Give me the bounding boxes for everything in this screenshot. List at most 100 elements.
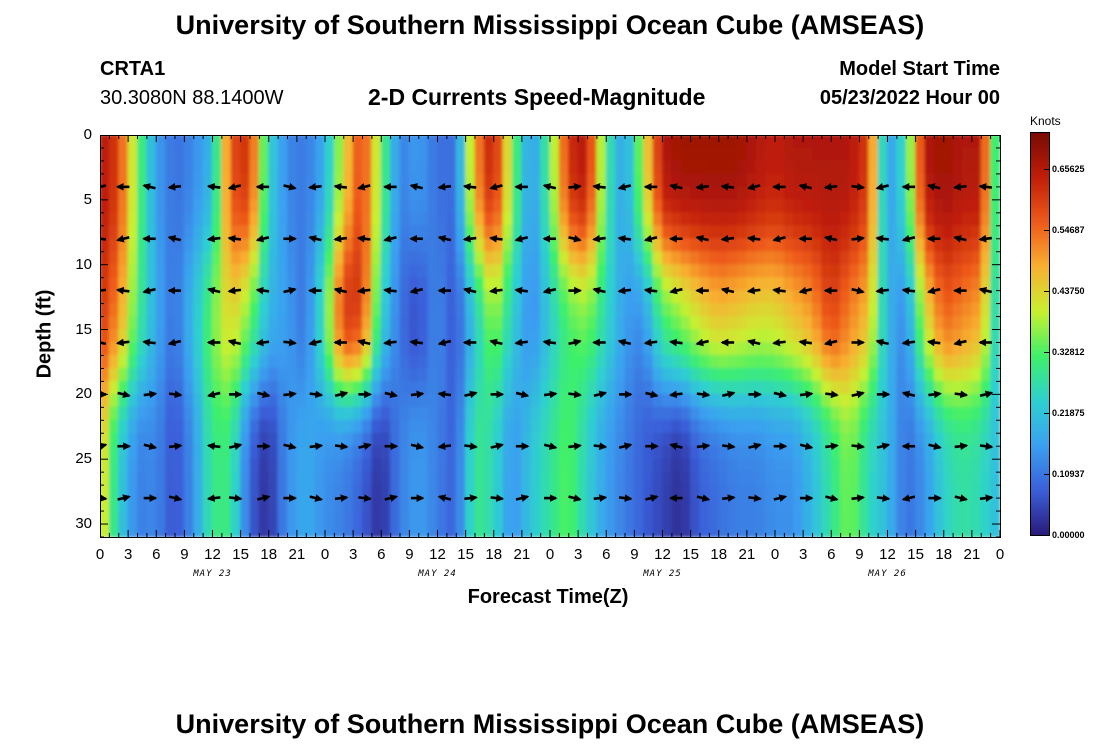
heatmap-cell (708, 251, 720, 266)
heatmap-cell (737, 471, 748, 486)
heatmap-cell (699, 147, 710, 162)
heatmap-cell (737, 173, 748, 188)
heatmap-cell (399, 354, 410, 369)
heatmap-cell (727, 341, 738, 356)
heatmap-cell (577, 199, 588, 214)
heatmap-cell (127, 277, 138, 292)
heatmap-cell (371, 419, 382, 434)
heatmap-cell (802, 367, 813, 382)
heatmap-cell (924, 173, 935, 188)
heatmap-cell (962, 147, 973, 162)
heatmap-cell (390, 380, 401, 395)
heatmap-cell (830, 264, 842, 279)
current-arrow (592, 183, 606, 191)
heatmap-cell (849, 406, 860, 421)
heatmap-cell (202, 419, 213, 434)
heatmap-cell (558, 160, 570, 175)
heatmap-cell (746, 367, 757, 382)
heatmap-cell (249, 354, 260, 369)
heatmap-cell (483, 160, 495, 175)
current-arrow (669, 442, 683, 451)
heatmap-cell (830, 367, 842, 382)
heatmap-cell (333, 419, 345, 434)
heatmap-cell (324, 277, 335, 292)
heatmap-cell (408, 458, 420, 473)
heatmap-cell (249, 510, 260, 525)
heatmap-cell (887, 160, 898, 175)
heatmap-cell (371, 212, 382, 227)
current-arrow (117, 494, 131, 502)
heatmap-cell (577, 380, 588, 395)
heatmap-cell (849, 238, 860, 253)
heatmap-cell (108, 264, 120, 279)
heatmap-cell (362, 329, 373, 343)
heatmap-cell (315, 212, 326, 227)
heatmap-cell (840, 432, 851, 447)
heatmap-cell (446, 186, 457, 201)
heatmap-cell (896, 212, 907, 227)
heatmap-cell (502, 135, 513, 149)
heatmap-cell (774, 329, 785, 343)
heatmap-cell (643, 510, 654, 525)
heatmap-cell (155, 251, 167, 266)
heatmap-cell (980, 135, 992, 149)
heatmap-cell (952, 135, 963, 149)
heatmap-cell (296, 471, 307, 486)
heatmap-cell (812, 290, 823, 305)
heatmap-cell (802, 199, 813, 214)
current-arrow (928, 390, 942, 399)
heatmap-cell (746, 380, 757, 395)
heatmap-cell (662, 380, 673, 395)
heatmap-cell (212, 471, 223, 486)
current-arrow (115, 286, 130, 295)
heatmap-cell (399, 523, 410, 538)
heatmap-cell (868, 484, 879, 499)
heatmap-cell (212, 419, 223, 434)
current-arrow (669, 390, 683, 399)
heatmap-cell (258, 225, 270, 240)
heatmap-cell (708, 419, 720, 434)
heatmap-cell (812, 173, 823, 188)
heatmap-cell (465, 316, 476, 331)
heatmap-cell (633, 238, 645, 253)
heatmap-cell (315, 523, 326, 538)
heatmap-cell (118, 251, 129, 266)
current-arrow (256, 494, 271, 502)
heatmap-cell (868, 135, 879, 149)
heatmap-cell (127, 199, 138, 214)
heatmap-cell (455, 510, 467, 525)
heatmap-cell (540, 393, 551, 408)
heatmap-cell (455, 264, 467, 279)
heatmap-cell (118, 445, 129, 460)
heatmap-cell (437, 264, 448, 279)
heatmap-cell (952, 380, 963, 395)
heatmap-cell (202, 186, 213, 201)
heatmap-cell (587, 303, 598, 318)
heatmap-cell (502, 238, 513, 253)
current-arrow (901, 234, 916, 243)
heatmap-cell (690, 173, 701, 188)
heatmap-cell (737, 354, 748, 369)
heatmap-cell (990, 199, 1001, 214)
heatmap-cell (202, 341, 213, 356)
heatmap-cell (427, 341, 438, 356)
heatmap-cell (146, 225, 157, 240)
heatmap-cell (155, 212, 167, 227)
heatmap-cell (765, 238, 776, 253)
heatmap-cell (165, 251, 176, 266)
heatmap-cell (652, 199, 663, 214)
heatmap-cell (502, 160, 513, 175)
heatmap-cell (455, 419, 467, 434)
heatmap-cell (483, 432, 495, 447)
heatmap-cell (840, 238, 851, 253)
heatmap-cell (165, 341, 176, 356)
heatmap-cell (268, 160, 279, 175)
heatmap-cell (221, 367, 232, 382)
heatmap-cell (240, 264, 251, 279)
heatmap-cell (493, 225, 504, 240)
heatmap-cell (165, 484, 176, 499)
current-arrow (437, 494, 452, 502)
heatmap-cell (455, 497, 467, 512)
heatmap-cell (690, 406, 701, 421)
heatmap-cell (680, 354, 692, 369)
